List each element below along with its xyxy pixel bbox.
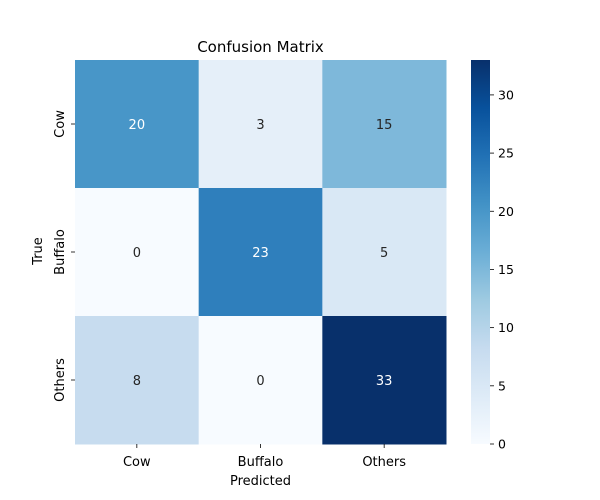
x-tick-label: Others bbox=[362, 455, 406, 470]
colorbar-tick-label: 10 bbox=[498, 320, 514, 335]
cell-value-label: 0 bbox=[133, 246, 141, 261]
heatmap-cell bbox=[198, 60, 323, 189]
cell-value-label: 3 bbox=[256, 118, 264, 133]
heatmap-cell-labels: 20 3 15 0 23 5 8 0 33 bbox=[129, 118, 393, 389]
cell-value-label: 23 bbox=[252, 246, 269, 261]
colorbar bbox=[471, 60, 490, 444]
cell-value-label: 8 bbox=[133, 374, 141, 389]
colorbar-tick-label: 20 bbox=[498, 204, 514, 219]
y-tick-label: Cow bbox=[53, 110, 68, 138]
colorbar-tick-label: 25 bbox=[498, 146, 514, 161]
y-tick-label: Others bbox=[53, 358, 68, 402]
colorbar-tick-label: 5 bbox=[498, 378, 506, 393]
heatmap-cell bbox=[322, 316, 447, 445]
colorbar-tick-label: 30 bbox=[498, 87, 514, 102]
cell-value-label: 15 bbox=[376, 118, 393, 133]
heatmap-cells bbox=[75, 60, 447, 445]
y-axis-label: True bbox=[31, 237, 46, 266]
colorbar-ticks: 0 5 10 15 20 25 30 bbox=[490, 87, 514, 452]
heatmap-cell bbox=[198, 188, 323, 317]
cell-value-label: 33 bbox=[376, 374, 393, 389]
colorbar-tick-label: 0 bbox=[498, 437, 506, 452]
cell-value-label: 5 bbox=[380, 246, 388, 261]
heatmap-cell bbox=[75, 188, 200, 317]
y-axis-ticks: Cow Buffalo Others bbox=[53, 110, 75, 402]
cell-value-label: 20 bbox=[129, 118, 146, 133]
heatmap-cell bbox=[75, 60, 200, 189]
heatmap-cell bbox=[198, 316, 323, 445]
colorbar-tick-label: 15 bbox=[498, 262, 514, 277]
x-tick-label: Cow bbox=[123, 455, 151, 470]
x-tick-label: Buffalo bbox=[238, 455, 284, 470]
x-axis-ticks: Cow Buffalo Others bbox=[123, 444, 406, 470]
chart-title: Confusion Matrix bbox=[197, 38, 324, 56]
heatmap-cell bbox=[322, 188, 447, 317]
heatmap-cell bbox=[322, 60, 447, 189]
x-axis-label: Predicted bbox=[230, 474, 291, 489]
y-tick-label: Buffalo bbox=[53, 229, 68, 275]
cell-value-label: 0 bbox=[256, 374, 264, 389]
heatmap-cell bbox=[75, 316, 200, 445]
